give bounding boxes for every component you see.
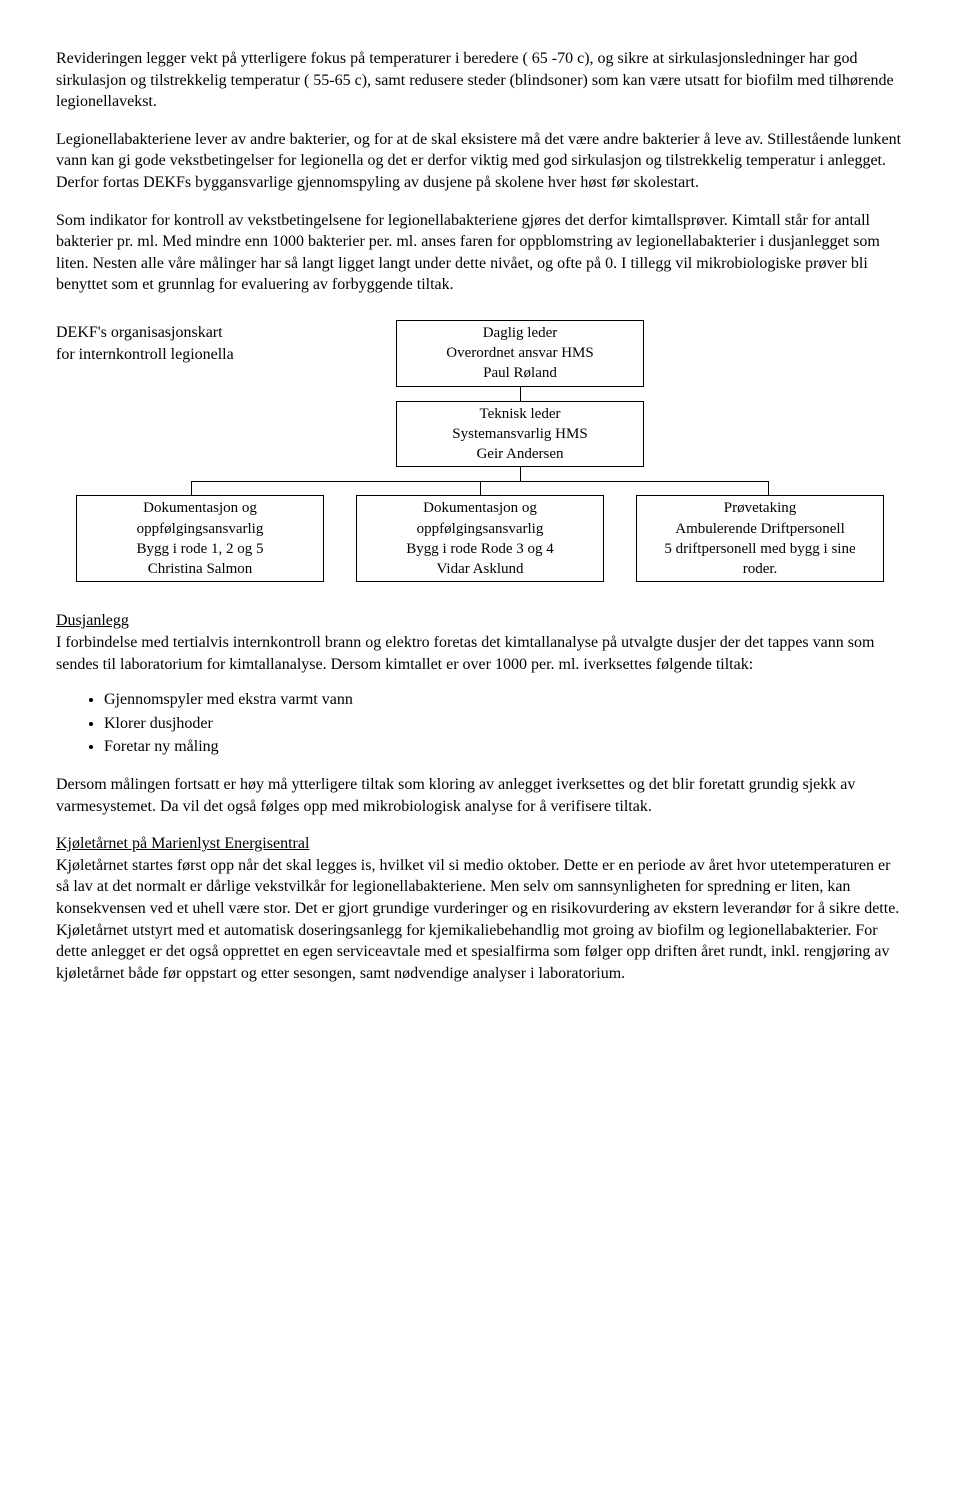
org-box-line: Bygg i rode Rode 3 og 4	[365, 539, 595, 559]
org-box-line: Bygg i rode 1, 2 og 5	[85, 539, 315, 559]
org-box-line: Dokumentasjon og	[365, 498, 595, 518]
tiltak-list: Gjennomspyler med ekstra varmt vann Klor…	[56, 689, 904, 758]
heading-dusjanlegg: Dusjanlegg	[56, 612, 129, 629]
org-box-teknisk-leder: Teknisk leder Systemansvarlig HMS Geir A…	[396, 401, 644, 468]
org-box-line: Daglig leder	[405, 323, 635, 343]
org-box-line: Geir Andersen	[405, 444, 635, 464]
org-box-line: oppfølgingsansvarlig	[365, 519, 595, 539]
paragraph-1: Revideringen legger vekt på ytterligere …	[56, 48, 904, 113]
org-box-bottom-2: Dokumentasjon og oppfølgingsansvarlig By…	[356, 495, 604, 582]
org-chart-label-line1: DEKF's organisasjonskart	[56, 322, 316, 344]
org-box-line: Christina Salmon	[85, 559, 315, 579]
org-box-line: Vidar Asklund	[365, 559, 595, 579]
paragraph-2: Legionellabakteriene lever av andre bakt…	[56, 129, 904, 194]
dusjanlegg-body: I forbindelse med tertialvis internkontr…	[56, 634, 874, 673]
org-box-line: Teknisk leder	[405, 404, 635, 424]
org-box-bottom-1: Dokumentasjon og oppfølgingsansvarlig By…	[76, 495, 324, 582]
org-box-line: 5 driftpersonell med bygg i sine	[645, 539, 875, 559]
org-box-line: Paul Røland	[405, 363, 635, 383]
org-box-line: Systemansvarlig HMS	[405, 424, 635, 444]
org-box-line: oppfølgingsansvarlig	[85, 519, 315, 539]
org-box-line: Ambulerende Driftpersonell	[645, 519, 875, 539]
org-chart-label: DEKF's organisasjonskart for internkontr…	[56, 320, 316, 365]
list-item: Klorer dusjhoder	[104, 713, 904, 735]
paragraph-after-bullets: Dersom målingen fortsatt er høy må ytter…	[56, 774, 904, 817]
heading-kjoletarn: Kjøletårnet på Marienlyst Energisentral	[56, 835, 309, 852]
list-item: Foretar ny måling	[104, 736, 904, 758]
org-box-line: Overordnet ansvar HMS	[405, 343, 635, 363]
paragraph-3: Som indikator for kontroll av vekstbetin…	[56, 210, 904, 296]
kjoletarn-body: Kjøletårnet startes først opp når det sk…	[56, 857, 899, 982]
org-chart: DEKF's organisasjonskart for internkontr…	[56, 320, 904, 583]
org-box-bottom-3: Prøvetaking Ambulerende Driftpersonell 5…	[636, 495, 884, 582]
org-box-line: roder.	[645, 559, 875, 579]
org-box-daglig-leder: Daglig leder Overordnet ansvar HMS Paul …	[396, 320, 644, 387]
list-item: Gjennomspyler med ekstra varmt vann	[104, 689, 904, 711]
org-chart-label-line2: for internkontroll legionella	[56, 344, 316, 366]
org-box-line: Dokumentasjon og	[85, 498, 315, 518]
org-box-line: Prøvetaking	[645, 498, 875, 518]
